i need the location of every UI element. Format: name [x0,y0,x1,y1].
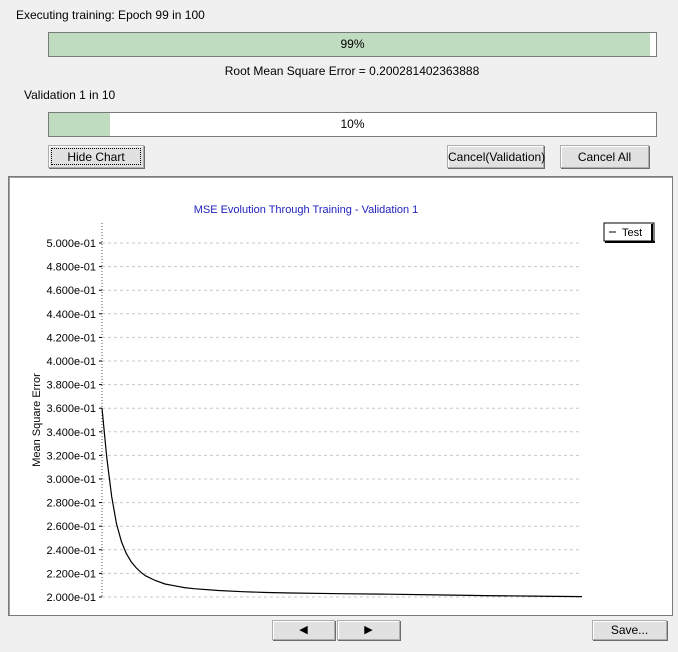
y-tick-label: 4.000e-01 [46,356,96,368]
y-tick-label: 5.000e-01 [46,238,96,250]
y-tick-label: 2.400e-01 [46,545,96,557]
previous-button[interactable]: ◀ [272,620,335,640]
hide-chart-button[interactable]: Hide Chart [48,145,144,168]
y-tick-label: 3.600e-01 [46,403,96,415]
validation-progress-text: 10% [340,117,365,131]
y-tick-label: 4.600e-01 [46,285,96,297]
y-tick-label: 4.800e-01 [46,262,96,274]
arrow-left-icon: ◀ [299,624,308,636]
y-axis-label: Mean Square Error [31,373,43,467]
chart-panel: MSE Evolution Through Training - Validat… [8,176,673,616]
rmse-label: Root Mean Square Error = 0.2002814023638… [224,64,480,78]
validation-status-label: Validation 1 in 10 [24,88,116,102]
epoch-status-label: Executing training: Epoch 99 in 100 [16,8,205,22]
y-tick-label: 2.800e-01 [46,498,96,510]
y-tick-label: 3.400e-01 [46,427,96,439]
legend-label: Test [622,227,642,239]
y-tick-label: 4.400e-01 [46,309,96,321]
epoch-progress-fill [49,33,650,56]
y-tick-label: 2.600e-01 [46,521,96,533]
y-tick-label: 3.000e-01 [46,474,96,486]
cancel-all-button[interactable]: Cancel All [560,145,649,168]
y-tick-label: 2.200e-01 [46,568,96,580]
validation-progress-fill [49,113,110,136]
y-tick-label: 4.200e-01 [46,332,96,344]
y-tick-label: 3.200e-01 [46,450,96,462]
epoch-progress-bar: 99% [48,32,657,57]
chart-title: MSE Evolution Through Training - Validat… [194,204,419,216]
next-button[interactable]: ▶ [337,620,400,640]
validation-progress-bar: 10% [48,112,657,137]
cancel-validation-button[interactable]: Cancel(Validation) [447,145,545,168]
y-tick-label: 2.000e-01 [46,592,96,604]
arrow-right-icon: ▶ [364,624,373,636]
series-line-test [101,408,583,598]
y-tick-label: 3.800e-01 [46,380,96,392]
epoch-progress-text: 99% [340,37,365,51]
save-button[interactable]: Save... [592,620,667,640]
mse-chart: MSE Evolution Through Training - Validat… [31,204,655,604]
